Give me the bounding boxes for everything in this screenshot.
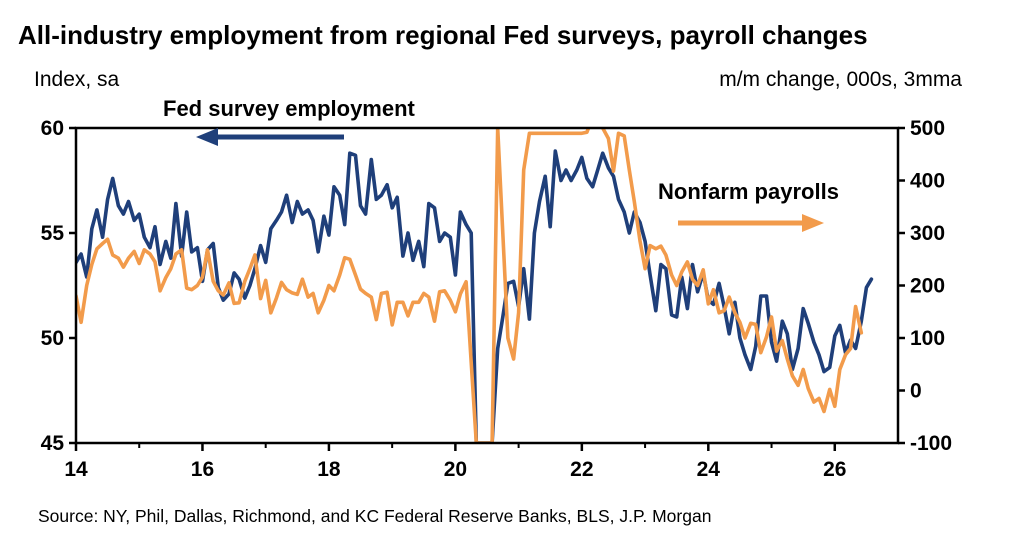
right-tick-label: 0	[910, 380, 922, 403]
left-tick-label: 60	[41, 117, 64, 140]
series-layer	[76, 128, 874, 444]
series-line-nonfarm-payrolls	[76, 128, 864, 444]
fed-arrow-icon	[196, 128, 344, 146]
right-tick-label: 100	[910, 327, 945, 350]
x-tick-label: 16	[191, 458, 214, 481]
x-tick-label: 22	[570, 458, 593, 481]
right-axis-label: m/m change, 000s, 3mma	[719, 68, 962, 91]
x-tick-label: 14	[64, 458, 88, 481]
nfp-arrow-icon	[678, 214, 824, 232]
x-tick-label: 26	[823, 458, 846, 481]
nfp-annotation: Nonfarm payrolls	[658, 179, 839, 204]
chart-title: All-industry employment from regional Fe…	[18, 20, 868, 50]
x-tick-label: 18	[317, 458, 341, 481]
right-tick-label: 200	[910, 275, 945, 298]
x-tick-label: 20	[444, 458, 467, 481]
source-note: Source: NY, Phil, Dallas, Richmond, and …	[38, 506, 711, 526]
right-tick-label: -100	[910, 432, 952, 455]
right-tick-label: 300	[910, 222, 945, 245]
left-tick-label: 45	[41, 432, 65, 455]
axes-layer: 45 50 55 60 -100 0 100 200 300 400 500 14 16 18 20 22 24…	[41, 117, 952, 481]
right-tick-label: 400	[910, 170, 945, 193]
right-tick-label: 500	[910, 117, 945, 140]
fed-annotation: Fed survey employment	[163, 96, 416, 121]
x-tick-label: 24	[697, 458, 721, 481]
left-tick-label: 50	[41, 327, 64, 350]
left-axis-label: Index, sa	[34, 68, 120, 91]
left-tick-label: 55	[41, 222, 65, 245]
